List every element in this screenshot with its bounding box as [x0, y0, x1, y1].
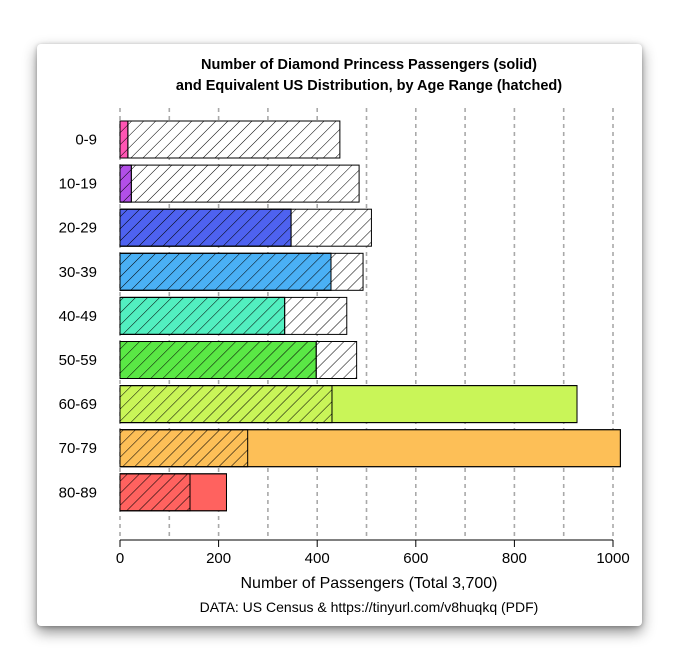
solid-bar-outline-60-69	[119, 385, 578, 424]
category-label-40-49: 40-49	[59, 308, 97, 325]
solid-bar-outline-80-89	[119, 473, 227, 512]
category-label-70-79: 70-79	[59, 440, 97, 457]
hatched-bar-60-69	[120, 385, 332, 423]
hatched-bar-20-29	[120, 209, 372, 247]
solid-bar-outline-30-39	[119, 252, 332, 291]
hatched-bar-10-19	[120, 165, 360, 203]
hatched-bar-30-39	[120, 253, 364, 291]
hatched-bar-50-59	[120, 341, 357, 379]
category-label-60-69: 60-69	[59, 396, 97, 413]
category-label-80-89: 80-89	[59, 484, 97, 501]
solid-bar-outline-70-79	[119, 429, 621, 468]
x-tick-label-0: 0	[116, 550, 124, 567]
hatched-bar-70-79	[120, 429, 248, 467]
bars	[119, 120, 621, 512]
hatched-bar-80-89	[120, 473, 191, 511]
x-tick-label-800: 800	[502, 550, 527, 567]
category-label-0-9: 0-9	[75, 132, 97, 149]
category-labels: 0-9 10-19 20-29 30-39 40-49 50-59 60-69 70-79 80…	[59, 132, 97, 502]
hatched-bar-40-49	[120, 297, 347, 335]
x-tick-label-600: 600	[403, 550, 428, 567]
data-source-note: DATA: US Census & https://tinyurl.com/v8…	[200, 599, 539, 615]
category-label-10-19: 10-19	[59, 176, 97, 193]
hatched-bar-0-9	[120, 121, 340, 158]
x-axis-label: Number of Passengers (Total 3,700)	[240, 575, 497, 592]
category-label-50-59: 50-59	[59, 352, 97, 369]
x-tick-label-200: 200	[206, 550, 231, 567]
solid-bar-outline-10-19	[119, 164, 132, 203]
x-axis: 0 200 400 600 800 1000	[116, 539, 630, 567]
solid-bar-outline-0-9	[119, 120, 129, 159]
x-tick-label-1000: 1000	[596, 550, 629, 567]
chart-title-line-1: Number of Diamond Princess Passengers (s…	[201, 57, 537, 73]
solid-bar-outline-40-49	[119, 296, 286, 335]
x-tick-label-400: 400	[305, 550, 330, 567]
chart-title-line-2: and Equivalent US Distribution, by Age R…	[176, 78, 562, 94]
category-label-20-29: 20-29	[59, 220, 97, 237]
solid-bar-outline-50-59	[119, 341, 317, 379]
category-label-30-39: 30-39	[59, 264, 97, 281]
solid-bar-outline-20-29	[119, 208, 292, 247]
